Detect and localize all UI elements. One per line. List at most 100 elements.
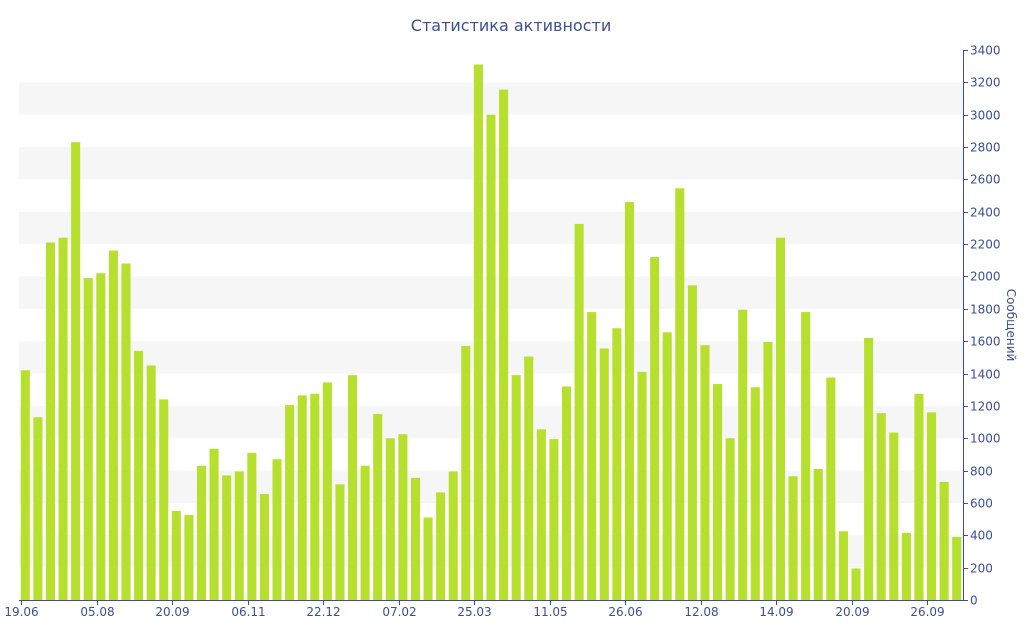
- bar: [713, 384, 723, 600]
- bar: [20, 370, 30, 600]
- y-tick-label: 2400: [970, 206, 1001, 220]
- bar: [209, 448, 219, 600]
- bar: [448, 471, 458, 600]
- bar: [763, 341, 773, 600]
- bar: [927, 412, 937, 600]
- x-tick-label: 06.11: [231, 605, 265, 619]
- y-tick-label: 800: [970, 465, 993, 479]
- bar: [71, 142, 81, 600]
- bar: [322, 382, 332, 600]
- bar: [473, 64, 483, 600]
- y-tick-label: 400: [970, 529, 993, 543]
- bar: [423, 517, 433, 600]
- x-tick-label: 14.09: [759, 605, 793, 619]
- bar: [511, 375, 521, 600]
- bar: [612, 328, 622, 600]
- x-tick-label: 12.08: [684, 605, 718, 619]
- bar: [599, 348, 609, 600]
- bar: [952, 536, 962, 600]
- bar: [851, 568, 861, 600]
- y-tick-label: 1800: [970, 303, 1001, 317]
- x-tick-label: 07.02: [382, 605, 416, 619]
- bar: [524, 356, 534, 600]
- bar: [234, 471, 244, 600]
- x-tick-label: 26.06: [608, 605, 642, 619]
- x-tick-label: 05.08: [80, 605, 114, 619]
- bar: [813, 468, 823, 600]
- bar: [750, 387, 760, 600]
- bar: [146, 365, 156, 600]
- bar: [675, 188, 685, 600]
- bar: [33, 417, 43, 600]
- axes-layer: 0 200 400 600 800 1000 1200 1400 1600 1800 2000 220…: [4, 44, 1000, 620]
- y-tick-label: 2200: [970, 238, 1001, 252]
- y-tick-label: 2600: [970, 173, 1001, 187]
- bar: [700, 345, 710, 600]
- bar: [297, 395, 307, 600]
- bar: [650, 257, 660, 600]
- bar: [134, 350, 144, 600]
- y-tick-label: 3000: [970, 109, 1001, 123]
- bar: [889, 432, 899, 600]
- bar: [373, 413, 383, 600]
- bar: [536, 429, 546, 600]
- bar: [410, 477, 421, 600]
- y-tick-label: 600: [970, 497, 993, 511]
- y-tick-label: 1000: [970, 432, 1001, 446]
- bar: [335, 484, 345, 600]
- bar: [574, 223, 584, 600]
- y-tick-label: 2000: [970, 270, 1001, 284]
- y-tick-label: 3400: [970, 44, 1001, 58]
- bar: [222, 475, 232, 600]
- x-tick-label: 26.09: [910, 605, 944, 619]
- bar: [738, 309, 748, 600]
- grid-band: [19, 82, 963, 115]
- y-tick-label: 0: [970, 594, 978, 608]
- bar: [499, 89, 509, 600]
- bar: [939, 481, 949, 600]
- bar: [385, 438, 395, 600]
- y-tick-label: 1200: [970, 400, 1001, 414]
- y-tick-label: 3200: [970, 76, 1001, 90]
- bar: [461, 346, 471, 600]
- bar: [360, 465, 370, 600]
- bar: [662, 332, 672, 600]
- bar: [775, 237, 786, 600]
- y-tick-label: 1600: [970, 335, 1001, 349]
- bar: [838, 531, 848, 600]
- bar: [184, 515, 194, 600]
- bar: [864, 337, 874, 600]
- bar: [310, 393, 320, 600]
- bar: [436, 492, 446, 600]
- chart-title: Статистика активности: [411, 16, 611, 35]
- bar: [801, 312, 811, 600]
- bar: [486, 114, 496, 601]
- x-tick-label: 20.09: [835, 605, 869, 619]
- bar: [725, 438, 735, 600]
- bar: [121, 263, 131, 600]
- bar: [637, 371, 647, 600]
- bar: [196, 465, 207, 600]
- bar: [624, 202, 634, 600]
- x-tick-label: 22.12: [306, 605, 340, 619]
- bar: [687, 285, 697, 600]
- x-tick-label: 25.03: [457, 605, 491, 619]
- y-axis-title: Сообщений: [1004, 289, 1018, 362]
- bar: [171, 511, 181, 600]
- x-tick-label: 19.06: [4, 605, 38, 619]
- bar: [96, 273, 106, 600]
- bar: [83, 278, 93, 600]
- bar: [259, 494, 269, 600]
- bar: [561, 386, 572, 600]
- bar: [285, 405, 295, 600]
- bar: [58, 237, 68, 600]
- bar: [108, 250, 118, 600]
- bar: [788, 476, 798, 600]
- bar: [549, 439, 559, 600]
- bar: [914, 393, 924, 600]
- bar: [826, 377, 836, 600]
- y-tick-label: 200: [970, 562, 993, 576]
- bar: [398, 434, 408, 600]
